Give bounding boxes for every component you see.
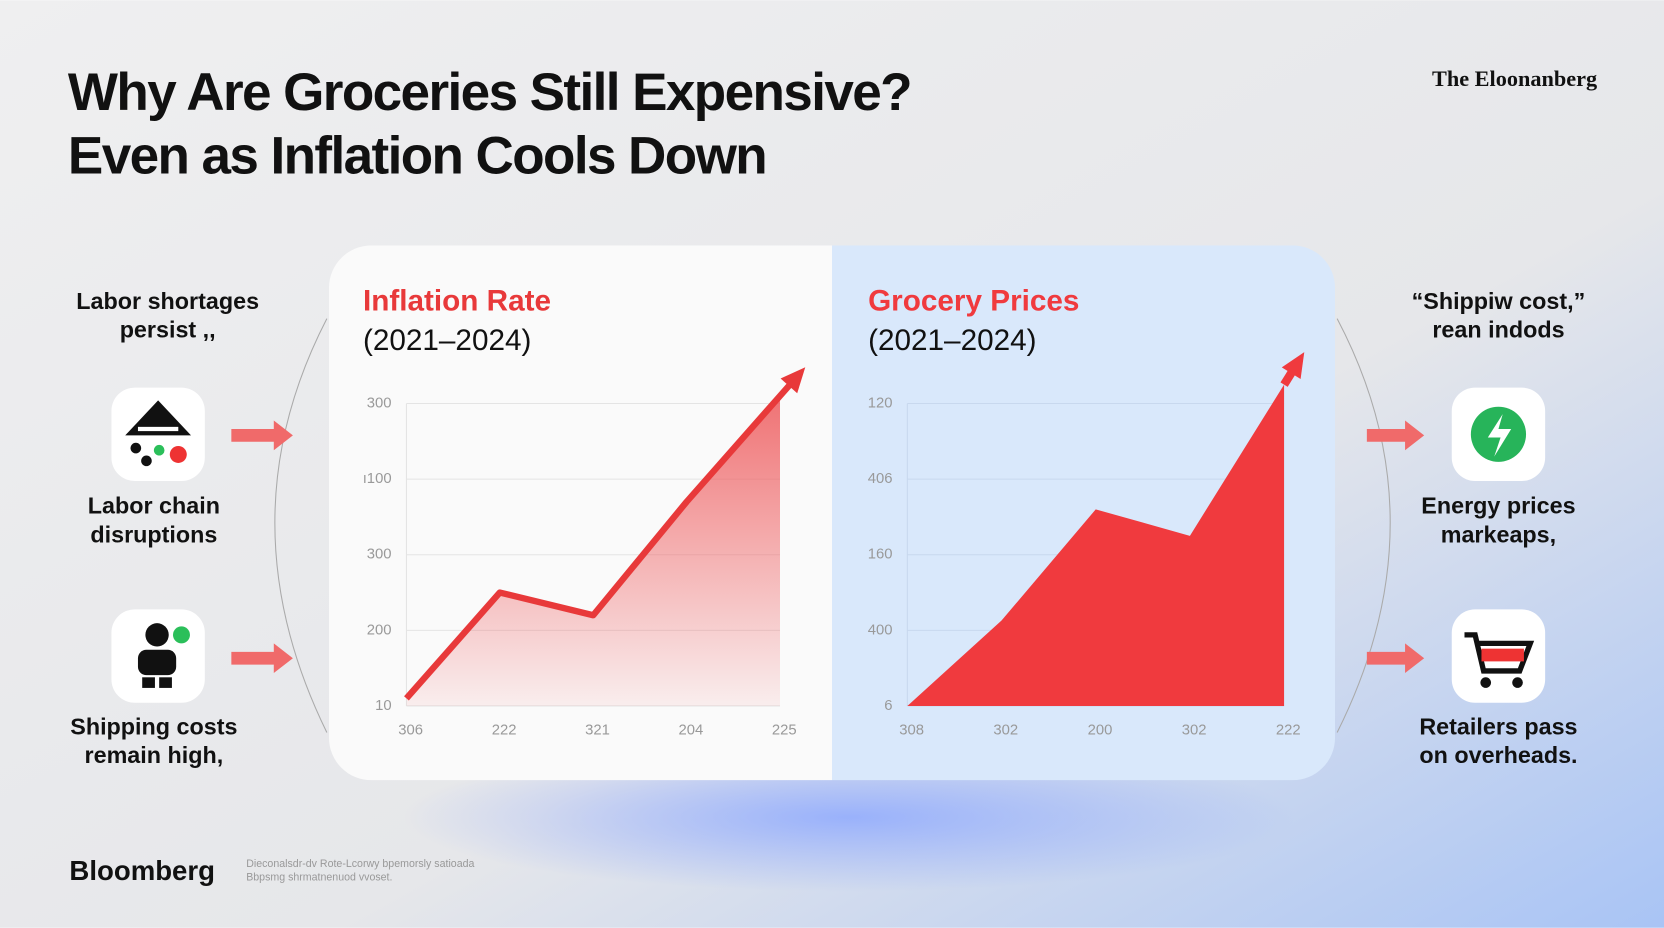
footer-logo: Bloomberg xyxy=(69,855,215,886)
side-note: persist ,, xyxy=(120,317,216,343)
icon-left-2 xyxy=(111,609,205,703)
y-tick-label: 10 xyxy=(375,698,392,714)
x-tick-label: 204 xyxy=(678,722,703,738)
x-tick-label: 200 xyxy=(1088,722,1113,738)
title-line: Even as Inflation Cools Down xyxy=(68,126,766,185)
y-tick-label: ı100 xyxy=(363,471,392,487)
arrows xyxy=(231,420,1425,674)
x-tick-label: 222 xyxy=(1276,722,1301,738)
arrow-head xyxy=(1281,352,1305,380)
brand: The Eloonanberg xyxy=(1432,66,1597,91)
y-tick-label: 160 xyxy=(868,547,893,563)
side-note: markeaps, xyxy=(1441,521,1556,547)
fine-print: Bbpsmg shrmatnenuod vvoset. xyxy=(246,872,392,884)
y-tick-label: 300 xyxy=(367,547,392,563)
chart-subtitle: (2021–2024) xyxy=(868,324,1036,357)
chart-subtitle: (2021–2024) xyxy=(363,324,531,357)
icon-left-1 xyxy=(111,387,205,481)
chart-title: Grocery Prices xyxy=(868,285,1079,318)
side-note: on overheads. xyxy=(1419,742,1577,768)
side-note: Shipping costs xyxy=(70,713,237,739)
area xyxy=(903,384,1285,706)
icon-right-2 xyxy=(1451,609,1546,703)
side-note: Labor chain xyxy=(88,493,220,519)
y-tick-label: 120 xyxy=(868,395,893,411)
x-tick-label: 302 xyxy=(993,722,1018,738)
title-line: Why Are Groceries Still Expensive? xyxy=(68,63,911,122)
side-note: disruptions xyxy=(90,521,217,547)
side-note: rean indods xyxy=(1432,317,1564,343)
side-note: Labor shortages xyxy=(76,288,259,314)
x-tick-label: 306 xyxy=(398,722,423,738)
x-tick-label: 225 xyxy=(772,722,797,738)
y-tick-label: 200 xyxy=(367,622,392,638)
side-note: “Shippiw cost,” xyxy=(1412,288,1586,314)
side-note: Energy prices xyxy=(1421,493,1575,519)
fine-print: Dieconalsdr-dv Rote-Lcorwy bpemorsly sat… xyxy=(246,858,474,870)
y-tick-label: 406 xyxy=(868,471,893,487)
x-tick-label: 321 xyxy=(585,722,610,738)
arrow-head xyxy=(780,367,806,394)
line xyxy=(404,376,798,701)
x-tick-label: 222 xyxy=(492,722,517,738)
icon-right-1 xyxy=(1451,387,1546,481)
chart-title: Inflation Rate xyxy=(363,285,551,318)
x-tick-label: 302 xyxy=(1182,722,1207,738)
side-note: Retailers pass xyxy=(1419,713,1577,739)
y-tick-label: 300 xyxy=(367,395,392,411)
connector xyxy=(274,318,328,733)
y-tick-label: 6 xyxy=(884,698,892,714)
area-fill xyxy=(406,395,780,706)
x-tick-label: 308 xyxy=(899,722,924,738)
connector xyxy=(1336,318,1391,733)
y-tick-label: 400 xyxy=(868,622,893,638)
side-note: remain high, xyxy=(85,742,224,768)
